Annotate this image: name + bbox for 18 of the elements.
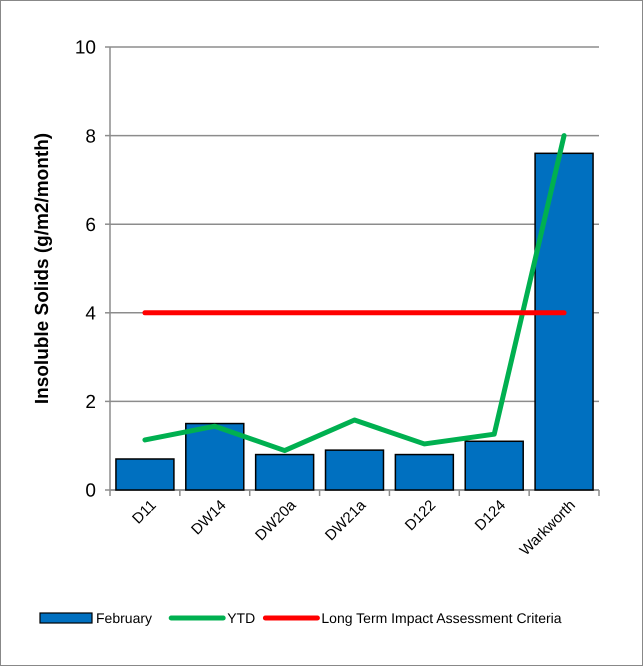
bar [254, 454, 314, 491]
bar [115, 458, 175, 491]
y-axis-title: Insoluble Solids (g/m2/month) [32, 132, 53, 404]
bar [464, 440, 524, 491]
bar [324, 449, 384, 491]
legend-label: YTD [227, 610, 256, 626]
legend-label: Long Term Impact Assessment Criteria [321, 610, 562, 626]
x-tick-label: D11 [129, 496, 160, 528]
y-tick-label: 2 [85, 392, 96, 414]
bar [394, 454, 454, 491]
y-tick-label: 8 [85, 126, 96, 148]
y-tick-label: 4 [85, 303, 96, 324]
y-tick-label: 6 [85, 214, 96, 236]
bar [534, 152, 594, 491]
y-tick-label: 10 [74, 38, 96, 59]
legend-label: February [96, 610, 152, 626]
y-tick-label: 0 [85, 480, 96, 502]
bar [185, 422, 245, 491]
